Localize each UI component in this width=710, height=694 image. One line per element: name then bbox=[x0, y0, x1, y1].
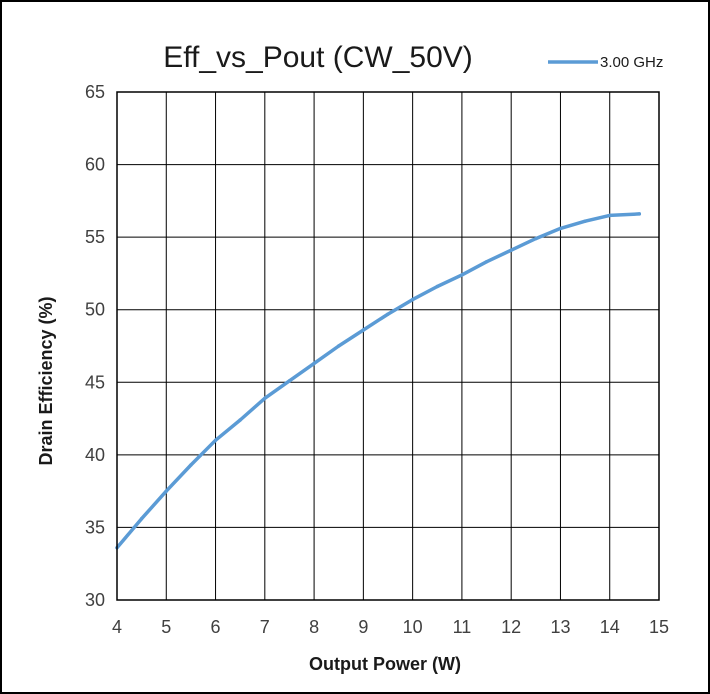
data-point bbox=[608, 213, 612, 218]
y-tick-label: 45 bbox=[85, 372, 105, 392]
x-tick-label: 5 bbox=[161, 617, 171, 637]
y-tick-label: 55 bbox=[85, 227, 105, 247]
data-point bbox=[484, 260, 489, 264]
y-tick-label: 65 bbox=[85, 82, 105, 102]
y-tick-label: 40 bbox=[85, 445, 105, 465]
x-tick-label: 11 bbox=[453, 617, 472, 637]
data-point bbox=[509, 248, 513, 252]
chart-title: Eff_vs_Pout (CW_50V) bbox=[163, 41, 473, 74]
x-tick-label: 8 bbox=[309, 617, 319, 637]
x-tick-label: 4 bbox=[112, 617, 122, 637]
legend: 3.00 GHz bbox=[548, 54, 663, 71]
x-tick-label: 10 bbox=[403, 617, 423, 637]
data-point bbox=[263, 396, 267, 400]
data-point bbox=[558, 226, 563, 231]
x-tick-label: 6 bbox=[211, 617, 221, 637]
x-tick-label: 12 bbox=[501, 617, 521, 637]
y-tick-label: 60 bbox=[85, 155, 105, 175]
data-point bbox=[287, 379, 292, 383]
legend-label: 3.00 GHz bbox=[600, 54, 663, 71]
x-tick-label: 7 bbox=[260, 617, 270, 637]
data-point bbox=[435, 284, 439, 289]
data-point bbox=[637, 212, 641, 216]
data-point bbox=[312, 361, 316, 366]
series-line-0 bbox=[115, 212, 642, 550]
y-axis-ticks: 30 35 40 45 50 55 60 65 bbox=[85, 82, 105, 610]
data-point bbox=[410, 297, 415, 302]
x-tick-label: 9 bbox=[358, 617, 368, 637]
y-axis-label: Drain Efficiency (%) bbox=[36, 296, 56, 465]
x-axis-ticks: 4 5 6 7 8 9 10 11 12 13 14 15 bbox=[112, 617, 669, 637]
data-point bbox=[361, 328, 366, 332]
data-point bbox=[534, 236, 538, 241]
grid bbox=[116, 91, 660, 601]
x-tick-label: 13 bbox=[550, 617, 570, 637]
x-tick-label: 15 bbox=[649, 617, 669, 637]
data-point bbox=[460, 273, 464, 277]
data-point bbox=[386, 312, 390, 316]
data-point bbox=[583, 219, 587, 223]
data-point bbox=[164, 489, 168, 493]
y-tick-label: 35 bbox=[85, 517, 105, 537]
plot-area-border bbox=[116, 91, 660, 601]
data-point bbox=[337, 344, 341, 348]
series-layer bbox=[115, 212, 642, 550]
x-axis-label: Output Power (W) bbox=[309, 654, 461, 674]
data-point bbox=[189, 463, 193, 467]
data-point bbox=[238, 418, 242, 422]
y-tick-label: 30 bbox=[85, 590, 105, 610]
data-point bbox=[213, 438, 218, 442]
x-tick-label: 14 bbox=[600, 617, 620, 637]
y-tick-label: 50 bbox=[85, 300, 105, 320]
data-point bbox=[139, 517, 144, 521]
